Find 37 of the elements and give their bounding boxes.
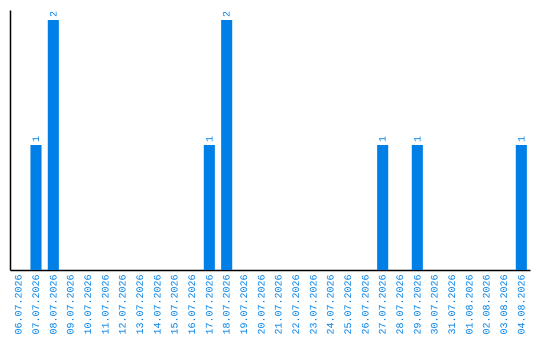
x-tick-label: 17.07.2026 — [205, 274, 216, 335]
x-tick-label: 23.07.2026 — [309, 274, 320, 335]
x-tick-label: 02.08.2026 — [482, 274, 494, 335]
x-tick-label: 24.07.2026 — [326, 274, 338, 335]
x-tick-label: 11.07.2026 — [101, 274, 112, 335]
x-tick-label: 22.07.2026 — [292, 274, 303, 335]
x-tick-label: 25.07.2026 — [344, 274, 355, 335]
x-tick-label: 03.08.2026 — [500, 274, 511, 335]
x-tick-label: 06.07.2026 — [14, 274, 26, 335]
x-tick-label: 10.07.2026 — [84, 274, 95, 335]
x-tick-label: 30.07.2026 — [430, 274, 442, 335]
x-tick-label: 21.07.2026 — [274, 274, 286, 335]
x-tick-label: 09.07.2026 — [66, 274, 78, 335]
x-tick-label: 08.07.2026 — [49, 274, 60, 335]
x-tick-label: 13.07.2026 — [136, 274, 147, 335]
x-tick-label: 31.07.2026 — [448, 274, 459, 335]
data-label: 1 — [413, 136, 424, 142]
x-tick-label: 20.07.2026 — [257, 274, 268, 335]
x-tick-label: 07.07.2026 — [32, 274, 43, 335]
x-tick-label: 28.07.2026 — [396, 274, 407, 335]
data-label: 1 — [32, 136, 43, 142]
x-tick-label: 19.07.2026 — [240, 274, 251, 335]
x-tick-label: 16.07.2026 — [188, 274, 199, 335]
x-tick-label: 27.07.2026 — [378, 274, 390, 335]
x-tick-label: 29.07.2026 — [413, 274, 424, 335]
data-label: 2 — [222, 10, 234, 17]
x-tick-label: 01.08.2026 — [465, 274, 476, 335]
data-label: 1 — [378, 136, 390, 142]
data-label: 1 — [205, 136, 216, 142]
x-tick-label: 14.07.2026 — [153, 274, 164, 335]
x-tick-label: 15.07.2026 — [170, 274, 182, 335]
data-label: 1 — [517, 136, 528, 142]
x-tick-label: 04.08.2026 — [517, 274, 528, 335]
x-tick-label: 18.07.2026 — [222, 274, 234, 335]
data-label: 2 — [49, 10, 60, 17]
x-tick-label: 12.07.2026 — [118, 274, 130, 335]
x-tick-label: 26.07.2026 — [361, 274, 372, 335]
